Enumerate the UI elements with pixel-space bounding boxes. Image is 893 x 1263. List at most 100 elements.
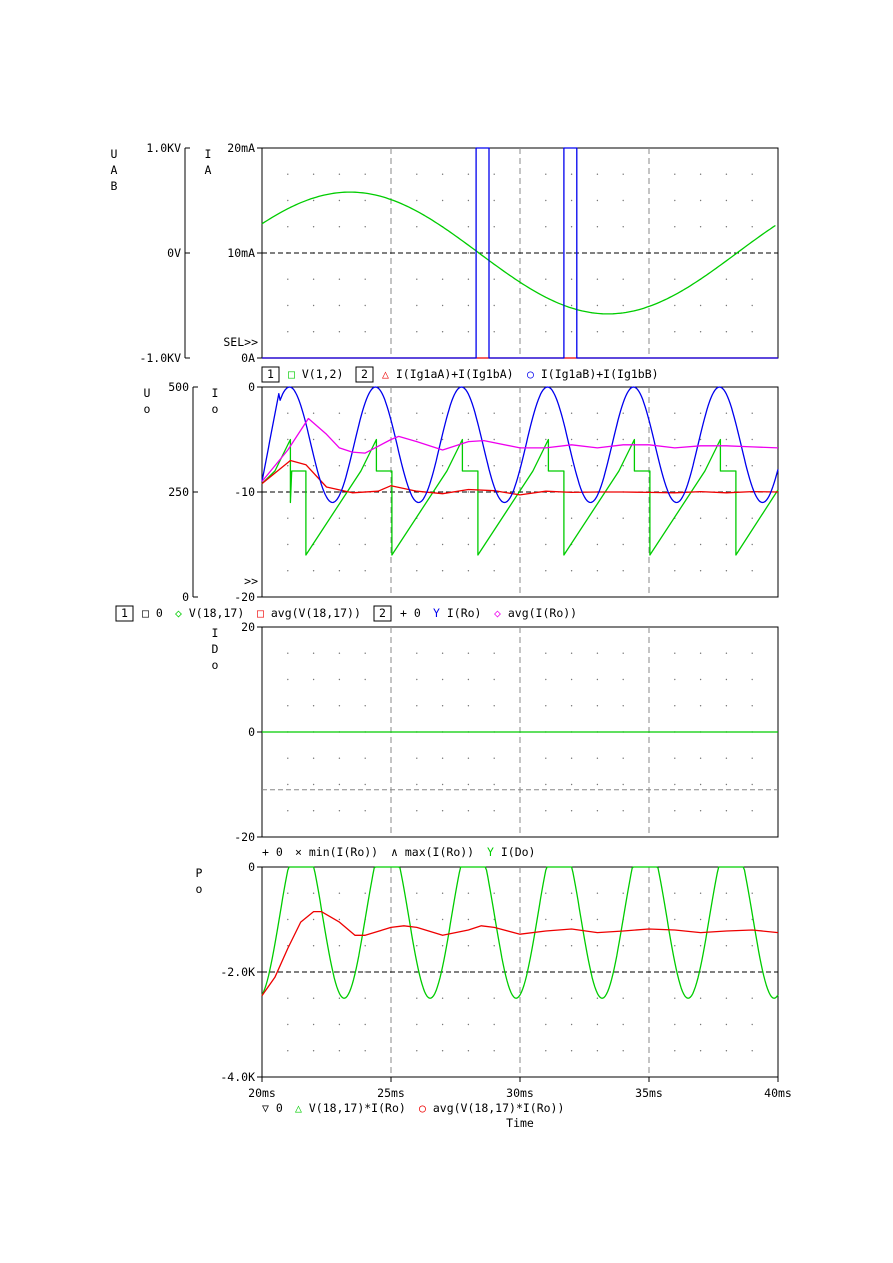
grid-dot [622,678,624,681]
legend-symbol: × [295,845,302,859]
grid-dot [545,892,547,894]
grid-dot [493,278,495,280]
grid-dot [751,892,753,894]
left-axis-title: A [111,163,118,177]
grid-dot [338,173,341,175]
right-tick-label: 0A [241,351,255,365]
grid-dot [467,1050,470,1052]
grid-dot [441,570,444,572]
grid-dot [699,331,702,333]
grid-dot [674,412,676,414]
grid-dot [725,438,728,441]
grid-dot [570,971,573,973]
legend-symbol: ◇ [494,606,501,620]
right-axis-title: o [212,658,219,672]
grid-dot [287,412,289,414]
grid-dot [416,173,418,175]
grid-dot [622,438,624,441]
grid-dot [493,304,495,307]
grid-dot [725,304,728,307]
grid-dot [570,412,573,414]
legend-symbol: ○ [527,367,534,381]
left-axis-title: U [111,147,118,161]
grid-dot [596,517,599,519]
grid-dot [312,892,315,894]
grid-dot [467,252,470,254]
grid-dot [338,491,341,493]
grid-dot [441,1023,444,1026]
x-tick-label: 25ms [377,1086,405,1100]
grid-dot [493,810,495,812]
grid-dot [493,705,495,707]
grid-dot [570,278,573,280]
grid-dot [699,997,702,999]
grid-dot [416,226,418,228]
x-tick-label: 20ms [248,1086,276,1100]
legend-label: avg(V(18,17)*I(Ro)) [426,1101,564,1115]
grid-dot [622,331,624,333]
grid-dot [545,412,547,414]
grid-dot [467,543,470,546]
grid-dot [570,465,573,467]
grid-dot [312,1023,315,1026]
grid-dot [493,757,495,759]
grid-dot [441,438,444,441]
grid-dot [596,173,599,175]
grid-dot [416,570,418,572]
grid-dot [725,918,728,921]
grid-dot [287,705,289,707]
right-tick-label: 0 [248,860,255,874]
grid-dot [699,438,702,441]
grid-dot [441,304,444,307]
left-tick-label: -1.0KV [139,351,181,365]
grid-dot [441,465,444,467]
grid-dot [493,438,495,441]
grid-dot [338,705,341,707]
grid-dot [570,892,573,894]
grid-dot [725,705,728,707]
legend-symbol: + [400,606,407,620]
grid-dot [364,331,366,333]
right-axis-title: P [196,866,203,880]
grid-dot [699,1023,702,1026]
legend-axis-box: 2 [379,606,386,620]
grid-dot [545,1023,547,1026]
grid-dot [441,810,444,812]
grid-dot [751,652,753,654]
grid-dot [751,783,753,786]
grid-dot [751,199,753,202]
grid-dot [467,892,470,894]
grid-dot [725,1023,728,1026]
grid-dot [287,652,289,654]
grid-dot [287,173,289,175]
grid-dot [338,892,341,894]
grid-dot [751,438,753,441]
grid-dot [441,199,444,202]
legend-label: V(18,17) [182,606,244,620]
grid-dot [338,678,341,681]
legend-symbol: Y [487,845,494,859]
grid-dot [338,997,341,999]
grid-dot [364,199,366,202]
grid-dot [622,1050,624,1052]
grid-dot [622,465,624,467]
grid-dot [622,199,624,202]
legend-axis-box: 2 [361,367,368,381]
grid-dot [545,570,547,572]
grid-dot [338,412,341,414]
grid-dot [441,278,444,280]
grid-dot [467,465,470,467]
legend-item: Y I(Do) [487,845,535,859]
grid-dot [622,1023,624,1026]
grid-dot [467,438,470,441]
grid-dot [596,304,599,307]
grid-dot [338,652,341,654]
grid-dot [674,226,676,228]
grid-dot [467,678,470,681]
legend-item: △ V(18,17)*I(Ro) [295,1101,406,1115]
grid-dot [364,252,366,254]
right-tick-label: 20 [241,620,255,634]
grid-dot [596,945,599,947]
grid-dot [751,757,753,759]
grid-dot [287,278,289,280]
